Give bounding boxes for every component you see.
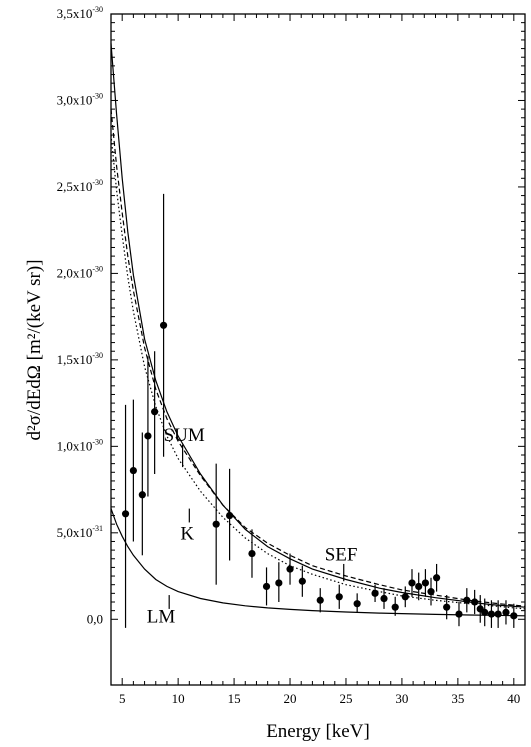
curve-sum: [110, 43, 526, 608]
y-tick-label: 0,0: [87, 611, 103, 626]
y-tick-label: 5,0x10-31: [57, 524, 103, 540]
curves: [110, 43, 526, 617]
data-point: [463, 596, 471, 604]
curve-lm: [110, 508, 526, 617]
data-point: [371, 589, 379, 597]
data-point: [487, 610, 496, 618]
data-point: [455, 610, 463, 618]
y-axis: 0,0 5,0x10-31 1,0x10-30 1,5x10-30 2,0x10-30 2…: [57, 5, 525, 626]
x-tick-label: 35: [451, 691, 464, 706]
data-point: [226, 511, 234, 520]
data-point: [144, 432, 152, 440]
data-point: [151, 408, 159, 416]
x-axis: 5 10 15 20 25 30 35 40: [119, 14, 520, 706]
y-tick-label: 3,5x10-30: [57, 5, 103, 21]
label-lm: LM: [147, 607, 176, 628]
y-tick-label: 2,5x10-30: [57, 178, 103, 194]
data-point: [262, 582, 271, 591]
data-point: [502, 608, 510, 616]
plot-frame: [110, 13, 526, 686]
data-point: [275, 579, 283, 587]
x-tick-label: 10: [172, 691, 185, 706]
y-tick-label: 2,0x10-30: [57, 264, 103, 280]
data-point: [121, 510, 130, 518]
annotations: SUM K SEF LM: [147, 425, 358, 628]
y-tick-label: 1,5x10-30: [57, 351, 103, 367]
data-point: [427, 588, 435, 596]
data-point: [212, 520, 220, 528]
data-point: [316, 596, 324, 604]
data-point: [494, 610, 502, 618]
data-point: [159, 321, 168, 329]
x-tick-label: 40: [507, 691, 520, 706]
data-point: [421, 579, 430, 587]
data-point: [415, 582, 423, 591]
x-tick-label: 5: [119, 691, 126, 706]
data-point: [408, 579, 416, 587]
data-point: [391, 603, 399, 611]
data-point: [248, 549, 256, 558]
x-axis-title: Energy [keV]: [266, 721, 370, 742]
data-point: [286, 565, 294, 573]
data-point: [129, 466, 137, 475]
x-tick-label: 30: [395, 691, 408, 706]
label-k: K: [180, 524, 194, 545]
data-point: [471, 598, 479, 606]
data-point: [138, 491, 146, 499]
data-point: [401, 593, 409, 601]
data-point: [510, 612, 518, 620]
data-point: [380, 594, 388, 603]
curve-k: [110, 135, 526, 610]
x-tick-label: 15: [228, 691, 241, 706]
data-point: [481, 608, 489, 616]
data-point: [353, 600, 361, 608]
data-point: [335, 593, 343, 601]
data-point: [433, 574, 441, 582]
label-sum: SUM: [164, 425, 205, 446]
data-point: [298, 577, 306, 585]
label-sef: SEF: [325, 544, 358, 565]
curve-sef: [110, 109, 526, 607]
data-points: [121, 193, 518, 628]
y-tick-label: 1,0x10-30: [57, 437, 103, 453]
data-point: [443, 603, 451, 611]
x-tick-label: 20: [284, 691, 297, 706]
y-axis-title: d²σ/dEdΩ [m²/(keV sr)]: [24, 259, 45, 440]
x-tick-label: 25: [339, 691, 352, 706]
y-tick-label: 3,0x10-30: [57, 91, 103, 107]
